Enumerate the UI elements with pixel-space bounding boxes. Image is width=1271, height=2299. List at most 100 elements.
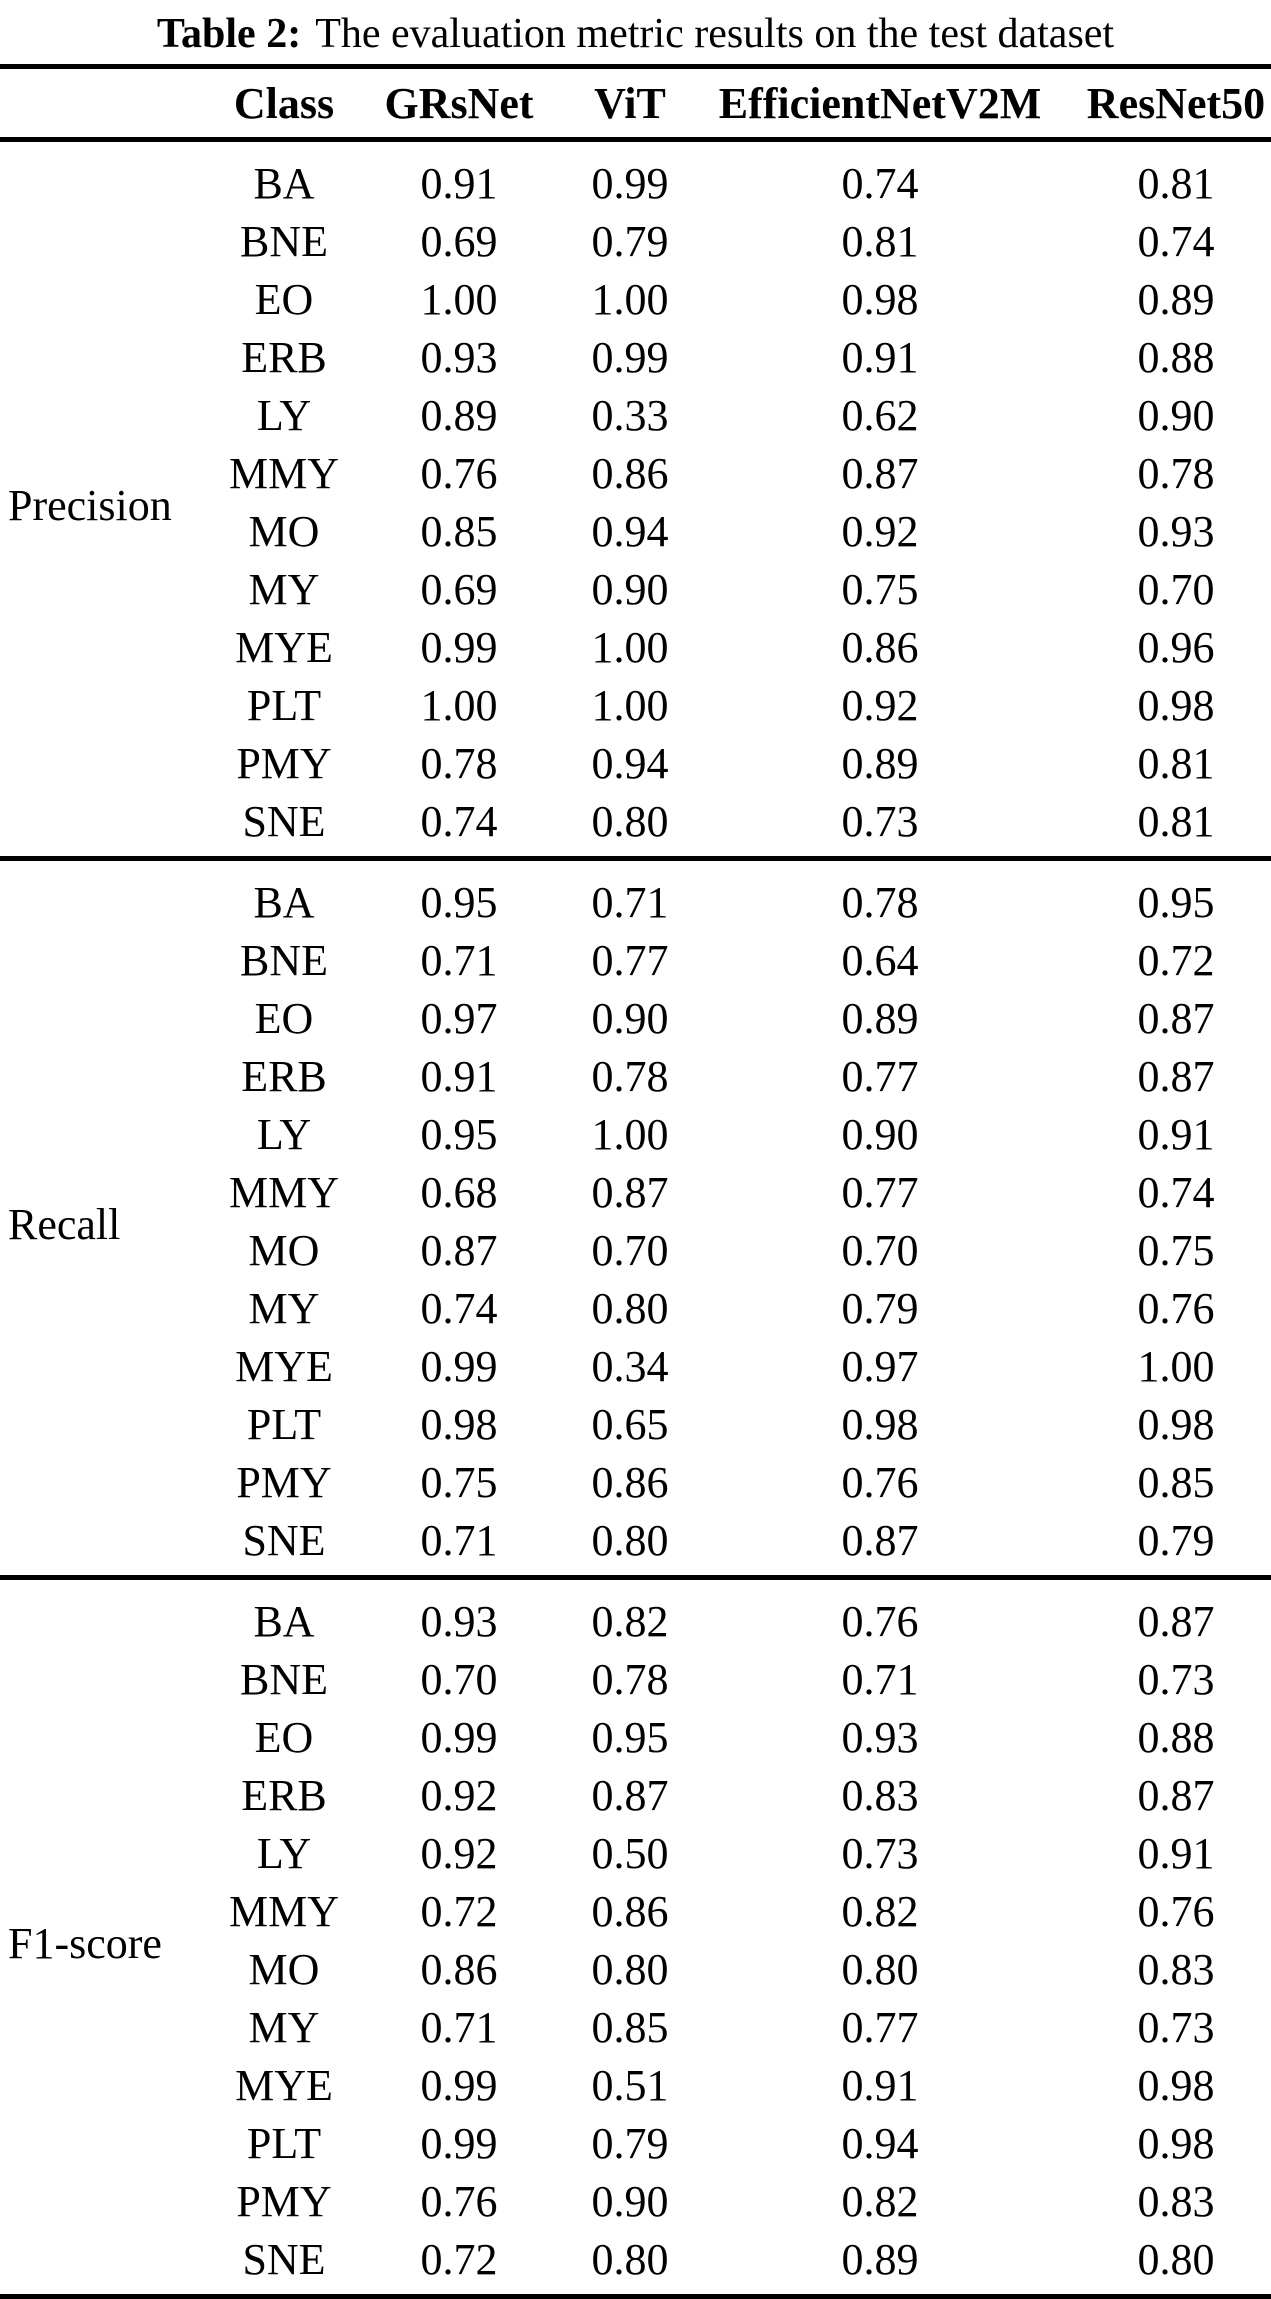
value-cell: 0.72 [1137,935,1215,985]
section-recall: Recall BA 0.95 0.71 0.78 0.95 BNE 0.71 0.77 0.64 0… [0,859,1271,1578]
value-cell: 0.64 [841,935,919,985]
value-cell: 0.68 [420,1167,498,1217]
value-cell: 0.98 [1137,2060,1215,2110]
metric-label: F1-score [8,1918,162,1968]
value-cell: 0.91 [1137,1828,1215,1878]
table-row: SNE 0.71 0.80 0.87 0.79 [0,1511,1271,1578]
class-cell: EO [254,993,314,1043]
class-cell: MYE [235,1341,333,1391]
value-cell: 0.85 [591,2002,669,2052]
class-cell: BNE [240,935,328,985]
value-cell: 0.79 [1137,1515,1215,1565]
value-cell: 0.93 [420,1596,498,1646]
value-cell: 0.89 [420,390,498,440]
value-cell: 0.89 [1137,274,1215,324]
value-cell: 0.78 [420,738,498,788]
class-cell: PLT [246,680,322,730]
class-cell: MO [248,1225,320,1275]
table-caption: Table 2: The evaluation metric results on… [0,0,1271,64]
class-cell: ERB [241,332,327,382]
value-cell: 0.87 [1137,993,1215,1043]
column-header-resnet50: ResNet50 [1086,78,1266,128]
value-cell: 0.93 [1137,506,1215,556]
value-cell: 0.97 [420,993,498,1043]
value-cell: 0.76 [1137,1886,1215,1936]
value-cell: 0.93 [841,1712,919,1762]
value-cell: 0.77 [841,2002,919,2052]
class-cell: MO [248,1944,320,1994]
value-cell: 0.80 [841,1944,919,1994]
class-cell: LY [256,1109,312,1159]
value-cell: 0.69 [420,216,498,266]
value-cell: 0.87 [1137,1596,1215,1646]
class-cell: MO [248,506,320,556]
value-cell: 1.00 [420,274,498,324]
value-cell: 0.74 [1137,1167,1215,1217]
value-cell: 0.77 [841,1051,919,1101]
class-cell: MYE [235,2060,333,2110]
table-row: PMY 0.76 0.90 0.82 0.83 [0,2172,1271,2230]
value-cell: 0.95 [420,877,498,927]
value-cell: 0.97 [841,1341,919,1391]
value-cell: 0.95 [1137,877,1215,927]
value-cell: 0.87 [591,1770,669,1820]
table-row: BNE 0.71 0.77 0.64 0.72 [0,931,1271,989]
table-row: MY 0.71 0.85 0.77 0.73 [0,1998,1271,2056]
value-cell: 0.74 [1137,216,1215,266]
value-cell: 0.94 [841,2118,919,2168]
column-header-efficientnetv2m: EfficientNetV2M [718,78,1042,128]
value-cell: 0.92 [420,1828,498,1878]
value-cell: 0.87 [841,448,919,498]
value-cell: 0.81 [1137,158,1215,208]
value-cell: 0.77 [841,1167,919,1217]
class-cell: PLT [246,1399,322,1449]
value-cell: 0.33 [591,390,669,440]
value-cell: 0.92 [420,1770,498,1820]
table-row: EO 0.97 0.90 0.89 0.87 [0,989,1271,1047]
value-cell: 0.77 [591,935,669,985]
value-cell: 1.00 [591,680,669,730]
class-cell: BA [253,1596,315,1646]
table-row: MO 0.86 0.80 0.80 0.83 [0,1940,1271,1998]
value-cell: 0.94 [591,738,669,788]
value-cell: 0.91 [420,1051,498,1101]
value-cell: 0.91 [420,158,498,208]
value-cell: 0.99 [420,1712,498,1762]
value-cell: 0.89 [841,993,919,1043]
value-cell: 0.98 [841,1399,919,1449]
value-cell: 0.70 [1137,564,1215,614]
header-row: Class GRsNet ViT EfficientNetV2M ResNet5… [0,67,1271,140]
class-cell: MMY [228,448,340,498]
table-row: MYE 0.99 1.00 0.86 0.96 [0,618,1271,676]
class-cell: EO [254,274,314,324]
value-cell: 0.72 [420,2234,498,2284]
table-row: LY 0.89 0.33 0.62 0.90 [0,386,1271,444]
column-header-grsnet: GRsNet [384,78,534,128]
metric-label: Precision [8,480,172,530]
value-cell: 0.83 [841,1770,919,1820]
value-cell: 0.75 [420,1457,498,1507]
value-cell: 0.95 [420,1109,498,1159]
value-cell: 0.81 [1137,738,1215,788]
value-cell: 0.62 [841,390,919,440]
value-cell: 0.85 [1137,1457,1215,1507]
value-cell: 1.00 [591,622,669,672]
table-row: EO 1.00 1.00 0.98 0.89 [0,270,1271,328]
metric-column-header [0,67,195,140]
value-cell: 0.91 [841,2060,919,2110]
value-cell: 0.78 [1137,448,1215,498]
value-cell: 0.93 [420,332,498,382]
table-caption-text: The evaluation metric results on the tes… [315,11,1115,57]
table-row: F1-score BA 0.93 0.82 0.76 0.87 [0,1578,1271,1968]
value-cell: 0.91 [1137,1109,1215,1159]
table-caption-label: Table 2: [156,11,302,57]
value-cell: 0.80 [591,1515,669,1565]
value-cell: 0.90 [591,993,669,1043]
class-cell: EO [254,1712,314,1762]
table-row: PLT 1.00 1.00 0.92 0.98 [0,676,1271,734]
value-cell: 0.75 [841,564,919,614]
table-row: BNE 0.70 0.78 0.71 0.73 [0,1650,1271,1708]
table-row: MYE 0.99 0.51 0.91 0.98 [0,2056,1271,2114]
value-cell: 0.87 [1137,1770,1215,1820]
